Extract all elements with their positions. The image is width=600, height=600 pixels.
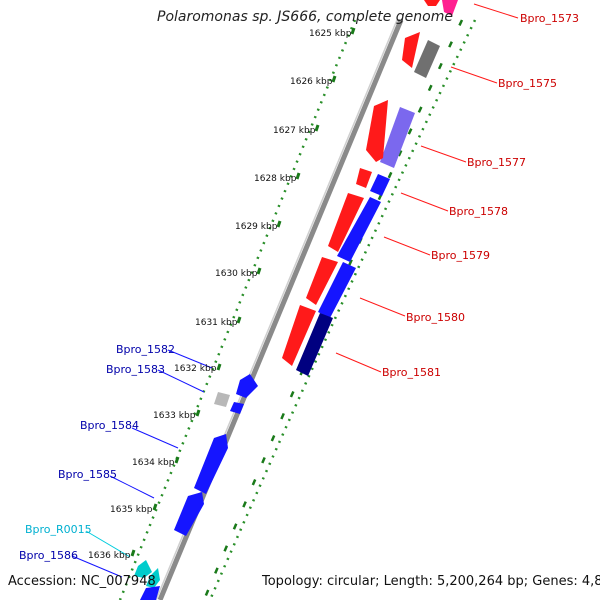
- gene-label-bpro-1573[interactable]: Bpro_1573: [520, 12, 580, 25]
- gene-bpro-1581: [296, 313, 333, 376]
- accession-text: Accession: NC_007948: [8, 574, 156, 589]
- tick-label: 1625 kbp: [309, 29, 352, 39]
- gene-bpro-1579: [337, 197, 381, 262]
- ruler-tick: [276, 220, 282, 228]
- gene-bpro-1586: [140, 586, 160, 600]
- leader-line-bpro-1584: [131, 427, 179, 449]
- gene-bpro-1580-red: [306, 257, 338, 305]
- topology-text: Topology: circular; Length: 5,200,264 bp…: [262, 574, 600, 589]
- leader-lines: [71, 3, 519, 578]
- ruler-tick: [256, 267, 262, 275]
- leader-line-bpro-1586: [71, 555, 123, 578]
- ruler-tick: [350, 27, 356, 35]
- gene-bpro-1584: [194, 434, 228, 494]
- tick-label: 1636 kbp: [88, 551, 131, 561]
- gene-bpro-1576: [414, 40, 440, 78]
- gene-label-bpro-1586[interactable]: Bpro_1586: [19, 549, 79, 562]
- gene-bpro-1578: [370, 174, 390, 196]
- gene-label-bpro-1579[interactable]: Bpro_1579: [431, 249, 491, 262]
- tick-label: 1626 kbp: [290, 77, 333, 87]
- gene-bpro-1581-red: [282, 305, 316, 366]
- ruler-tick: [216, 363, 222, 371]
- gene-label-bpro-1577[interactable]: Bpro_1577: [467, 156, 527, 169]
- gene-label-bpro-1583[interactable]: Bpro_1583: [106, 363, 166, 376]
- ruler-tick: [331, 75, 337, 83]
- leader-line-bpro-1583: [157, 369, 205, 393]
- leader-line-bpro-r0015: [85, 530, 131, 558]
- ruler-tick: [236, 316, 242, 324]
- gene-bpro-1578-red: [356, 168, 372, 188]
- gene-label-bpro-1581[interactable]: Bpro_1581: [382, 366, 442, 379]
- gene-bpro-1583b: [230, 402, 244, 414]
- ruler-tick: [295, 172, 301, 180]
- leader-line-bpro-1585: [109, 475, 155, 499]
- leader-line-bpro-1579: [383, 236, 431, 256]
- ruler-tick: [314, 124, 320, 132]
- gene-bpro-1582: [236, 374, 258, 398]
- tick-label: 1630 kbp: [215, 269, 258, 279]
- tick-label: 1632 kbp: [174, 364, 217, 374]
- tick-label: 1635 kbp: [110, 505, 153, 515]
- left-genes: [134, 374, 258, 600]
- gene-label-bpro-1584[interactable]: Bpro_1584: [80, 419, 140, 432]
- gene-bpro-1585: [174, 492, 204, 536]
- gene-bpro-r0015b: [146, 568, 160, 588]
- ruler-ticks: [130, 27, 356, 557]
- ruler-tick: [130, 549, 136, 557]
- tick-label: 1634 kbp: [132, 458, 175, 468]
- gene-label-bpro-1585[interactable]: Bpro_1585: [58, 468, 118, 481]
- gene-bpro-1574: [424, 0, 440, 6]
- leader-line-bpro-1580: [359, 297, 406, 317]
- gene-label-bpro-1575[interactable]: Bpro_1575: [498, 77, 558, 90]
- gene-label-bpro-1578[interactable]: Bpro_1578: [449, 205, 509, 218]
- forward-strand-genes: [296, 0, 458, 376]
- gene-bpro-1580: [318, 262, 356, 318]
- leader-line-bpro-1578: [400, 192, 449, 212]
- gene-bpro-1573: [442, 0, 458, 16]
- leader-line-bpro-1573: [473, 3, 519, 19]
- gene-label-bpro-1582[interactable]: Bpro_1582: [116, 343, 176, 356]
- gene-bpro-1575: [402, 32, 420, 68]
- tick-label: 1627 kbp: [273, 126, 316, 136]
- gene-bpro-1577: [366, 100, 388, 162]
- tick-label: 1629 kbp: [235, 222, 278, 232]
- leader-line-bpro-1581: [335, 352, 382, 373]
- leader-line-bpro-1575: [450, 66, 498, 84]
- ruler-tick: [174, 456, 180, 464]
- gene-label-bpro-1580[interactable]: Bpro_1580: [406, 311, 466, 324]
- leader-line-bpro-1582: [167, 349, 213, 369]
- ruler-tick: [195, 409, 201, 417]
- ruler-tick: [152, 503, 158, 511]
- tick-label: 1633 kbp: [153, 411, 196, 421]
- map-title: Polaromonas sp. JS666, complete genome: [157, 9, 453, 25]
- gene-bpro-r0015: [134, 560, 152, 578]
- gene-label-bpro-r0015[interactable]: Bpro_R0015: [25, 523, 92, 536]
- tick-label: 1628 kbp: [254, 174, 297, 184]
- leader-line-bpro-1577: [420, 145, 467, 163]
- gene-bpro-1577-slate: [380, 107, 415, 168]
- tick-label: 1631 kbp: [195, 318, 238, 328]
- reverse-strand-genes: [282, 32, 420, 366]
- outer-dotted-track: [208, 19, 477, 600]
- gene-bpro-1579-red: [328, 193, 364, 252]
- gene-bpro-1583: [214, 392, 230, 407]
